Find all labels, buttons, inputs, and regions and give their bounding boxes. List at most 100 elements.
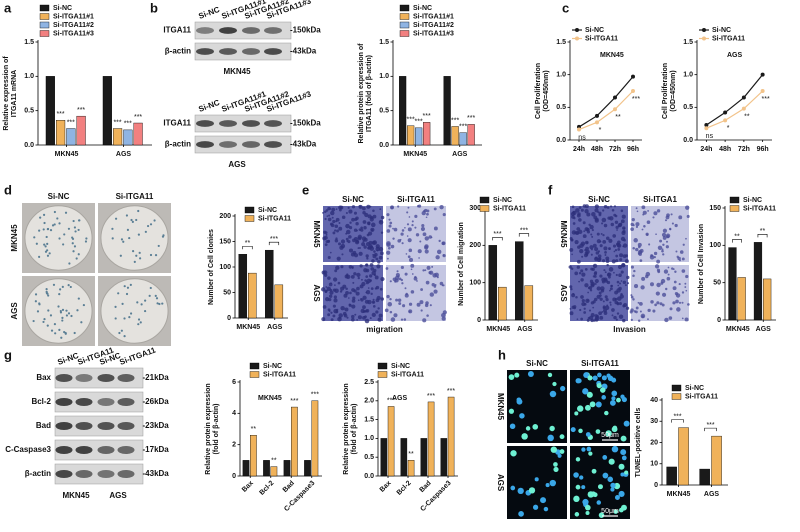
cell-stain [569,311,574,316]
row-label: β-actin [165,47,191,56]
cell-stain [638,245,641,249]
cell-stain [375,244,380,249]
colony [153,219,156,222]
cell-stain [401,282,404,285]
cell-stain [573,305,577,309]
nucleus [570,427,576,433]
cell-stain [577,245,581,249]
cell-stain [334,238,339,243]
x-tick-label: MKN45 [55,151,79,158]
bar [102,76,112,146]
blot-band [242,141,260,148]
x-tick-label: MKN45 [486,326,510,333]
nucleus [508,408,515,414]
cell-stain [630,318,633,321]
cell-stain [321,317,326,322]
cell-stain [604,254,607,256]
bar [678,427,689,486]
cell-stain [431,283,435,287]
cell-stain [380,276,385,282]
blot-band [117,398,135,406]
cell-stain [630,308,634,312]
y-axis-label: TUNEL-positive cells [635,408,642,478]
blot-band [97,374,115,382]
nucleus [589,401,596,408]
cell-stain [592,275,596,278]
cell-stain [682,243,685,246]
cell-stain [352,281,355,284]
cell-stain [609,301,612,304]
cell-stain [641,315,645,319]
colony [63,330,66,334]
cell-stain [572,210,577,216]
cell-stain [374,275,379,280]
cell-stain [641,205,646,210]
cell-stain [389,221,393,225]
cell-stain [580,278,584,282]
cell-stain [336,256,341,261]
y-tick-label: 150 [709,205,721,212]
cell-stain [647,209,650,212]
bar [400,438,408,477]
point [631,74,635,79]
bar [270,466,278,477]
y-tick-label: 1.0 [364,435,374,442]
y-axis-label: (fold of β-actin) [213,404,220,455]
cell-stain [620,292,623,296]
cell-stain [368,274,373,278]
x-tick-label: 96h [627,146,639,153]
y-tick-label: 0 [654,482,658,489]
cell-stain [343,313,348,318]
cell-stain [378,313,383,318]
col-label: Si-NC [48,192,70,201]
cell-stain [366,204,371,209]
bar [467,124,475,146]
bar [407,125,415,146]
y-tick-label: 0.5 [24,108,34,115]
size-label: -150kDa [290,26,321,35]
cell-stain [345,212,348,215]
cell-stain [590,267,594,271]
cell-stain [581,272,586,277]
nucleus [592,375,598,381]
cell-stain [574,271,579,276]
cell-stain [352,296,356,300]
bar [238,254,248,319]
legend-swatch [39,4,50,12]
colony [137,318,141,321]
cell-stain [652,216,655,219]
bar [399,76,407,146]
cell-stain [686,214,690,218]
cell-stain [654,264,660,269]
cell-stain [358,251,363,256]
cell-stain [661,248,664,251]
cell-stain [647,308,651,313]
colony [46,324,49,327]
colony [157,244,160,248]
colony [126,228,130,231]
cell-stain [611,259,616,264]
colony [49,229,53,232]
cell-stain [603,269,606,272]
cell-stain [580,295,584,299]
y-tick-label: 2 [232,442,236,449]
cell-stain [591,229,594,232]
row-label: MKN45 [10,224,19,252]
cell-stain [418,204,422,208]
colony [57,305,60,308]
cell-stain [615,259,619,263]
cell-stain [659,239,663,243]
cell-stain [618,302,622,306]
cell-stain [334,224,339,229]
colony [60,336,63,339]
row-label: MKN45 [496,393,505,421]
cell-stain [348,248,354,253]
legend-swatch [249,362,260,370]
colony [45,235,48,239]
cell-stain [433,207,437,211]
blot-band [117,422,135,430]
panel-letter: a [4,0,12,15]
cell-stain [571,253,573,256]
cell-stain [574,240,579,245]
legend-label: Si-ITGA11#1 [53,13,94,20]
